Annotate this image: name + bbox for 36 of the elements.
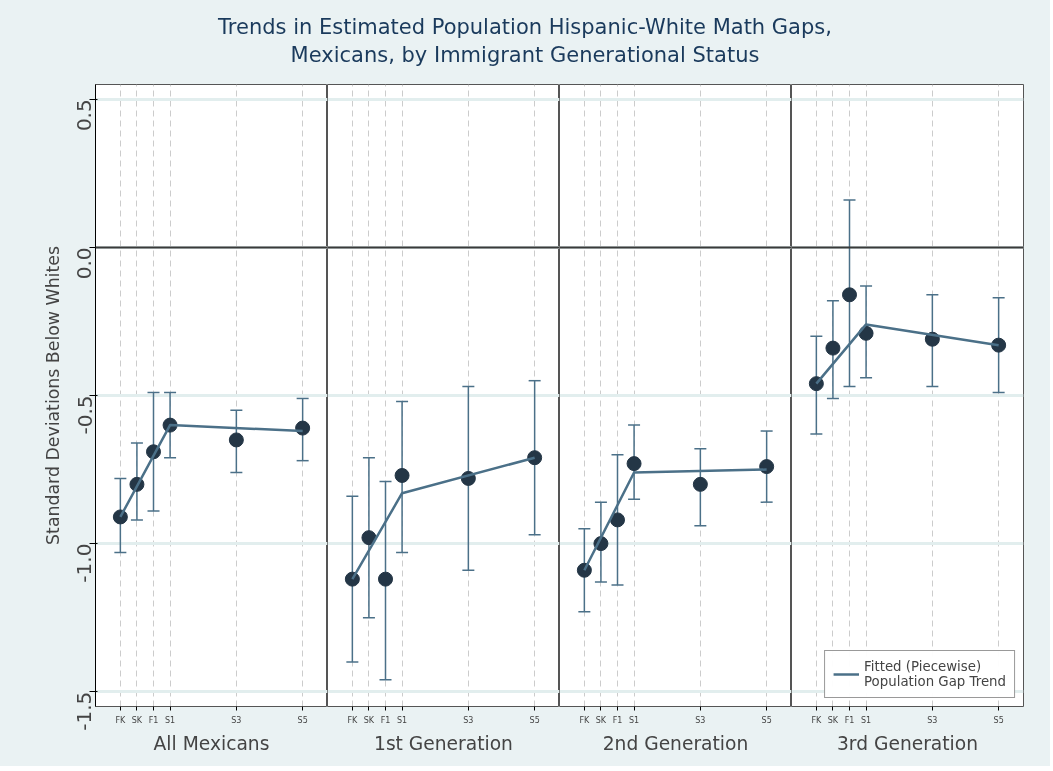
x-tick-label: S3 bbox=[231, 715, 242, 725]
x-tick-label: S3 bbox=[463, 715, 474, 725]
y-tick-label: -1.0 bbox=[72, 543, 97, 583]
x-axis-title: 2nd Generation bbox=[602, 732, 749, 754]
x-tick-label: S3 bbox=[927, 715, 938, 725]
x-tick-label: S1 bbox=[396, 715, 408, 725]
x-tick-label: FK bbox=[115, 715, 127, 725]
x-tick-label: F1 bbox=[148, 715, 159, 725]
x-tick-label: S5 bbox=[993, 715, 1004, 725]
x-tick-label: F1 bbox=[844, 715, 855, 725]
y-tick-label: 0.0 bbox=[72, 247, 97, 280]
x-tick-label: S1 bbox=[628, 715, 640, 725]
y-tick-label: 0.5 bbox=[72, 99, 97, 132]
x-tick-label: SK bbox=[827, 715, 839, 725]
x-tick-label: FK bbox=[347, 715, 359, 725]
x-axis-title: 3rd Generation bbox=[836, 732, 979, 754]
x-tick-label: S5 bbox=[297, 715, 308, 725]
y-axis-title: Standard Deviations Below Whites bbox=[42, 246, 63, 545]
x-axis-title: 1st Generation bbox=[374, 732, 513, 754]
y-tick-label: -1.5 bbox=[72, 691, 97, 731]
text: Trends in Estimated Population Hispanic-White Math Gaps, Mexicans, by Immigrant Generational Status bbox=[218, 14, 832, 70]
x-axis-title: All Mexicans bbox=[153, 732, 270, 754]
x-tick-label: FK bbox=[811, 715, 823, 725]
x-tick-label: S3 bbox=[695, 715, 706, 725]
x-tick-label: S5 bbox=[761, 715, 772, 725]
y-tick-label: -0.5 bbox=[72, 395, 97, 435]
x-tick-label: S5 bbox=[529, 715, 540, 725]
x-tick-label: SK bbox=[363, 715, 375, 725]
x-tick-label: S1 bbox=[860, 715, 872, 725]
x-tick-label: SK bbox=[131, 715, 143, 725]
legend-label: Fitted (Piecewise) Population Gap Trend bbox=[864, 659, 1006, 689]
x-tick-label: S1 bbox=[164, 715, 176, 725]
x-tick-label: F1 bbox=[380, 715, 391, 725]
x-tick-label: FK bbox=[579, 715, 591, 725]
x-tick-label: F1 bbox=[612, 715, 623, 725]
x-tick-label: SK bbox=[595, 715, 607, 725]
